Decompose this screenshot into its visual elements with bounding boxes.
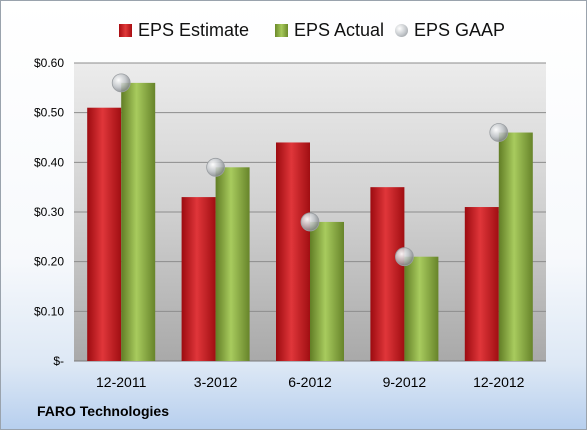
x-tick-label: 6-2012 <box>288 374 332 390</box>
legend-item-estimate: EPS Estimate <box>119 15 249 45</box>
legend-item-actual: EPS Actual <box>275 15 384 45</box>
legend-swatch-gaap <box>395 23 408 37</box>
y-tick-label: $0.10 <box>34 304 64 318</box>
estimate-bar <box>87 107 122 361</box>
y-tick-label: $0.40 <box>34 155 64 169</box>
gaap-marker <box>206 157 226 177</box>
legend-swatch-estimate <box>119 23 132 37</box>
actual-bar <box>215 167 250 361</box>
gaap-marker <box>489 123 509 142</box>
x-axis: 12-2011 3-2012 6-2012 9-2012 12-2012 <box>96 374 525 390</box>
y-tick-label: $- <box>53 354 64 368</box>
gaap-marker <box>394 247 414 267</box>
actual-bar <box>310 221 344 361</box>
x-tick-label: 9-2012 <box>383 374 427 390</box>
x-tick-label: 12-2012 <box>473 374 525 390</box>
y-tick-label: $0.60 <box>34 56 64 70</box>
actual-bar <box>121 82 156 361</box>
estimate-bar <box>370 187 405 361</box>
y-tick-label: $0.30 <box>34 205 64 219</box>
legend-label-actual: EPS Actual <box>294 19 385 40</box>
y-tick-label: $0.50 <box>34 106 64 120</box>
actual-bar <box>498 132 533 361</box>
gaap-markers <box>111 73 509 267</box>
y-axis: $- $0.10 $0.20 $0.30 $0.40 $0.50 $0.60 <box>34 56 64 368</box>
y-tick-label: $0.20 <box>34 255 64 269</box>
legend-label-estimate: EPS Estimate <box>138 19 250 40</box>
actual-bar <box>404 256 439 361</box>
company-name: FARO Technologies <box>37 403 169 419</box>
gaap-marker <box>300 212 320 232</box>
legend: EPS Estimate EPS Actual EPS GAAP <box>1 15 587 45</box>
estimate-bar <box>464 207 499 361</box>
gaap-marker <box>111 73 131 93</box>
estimate-bar <box>276 142 310 361</box>
legend-item-gaap: EPS GAAP <box>395 15 505 45</box>
legend-label-gaap: EPS GAAP <box>414 19 506 40</box>
bars <box>87 82 533 361</box>
legend-swatch-actual <box>275 23 288 37</box>
x-tick-label: 12-2011 <box>96 374 147 390</box>
estimate-bar <box>181 197 216 361</box>
x-tick-label: 3-2012 <box>194 374 238 390</box>
